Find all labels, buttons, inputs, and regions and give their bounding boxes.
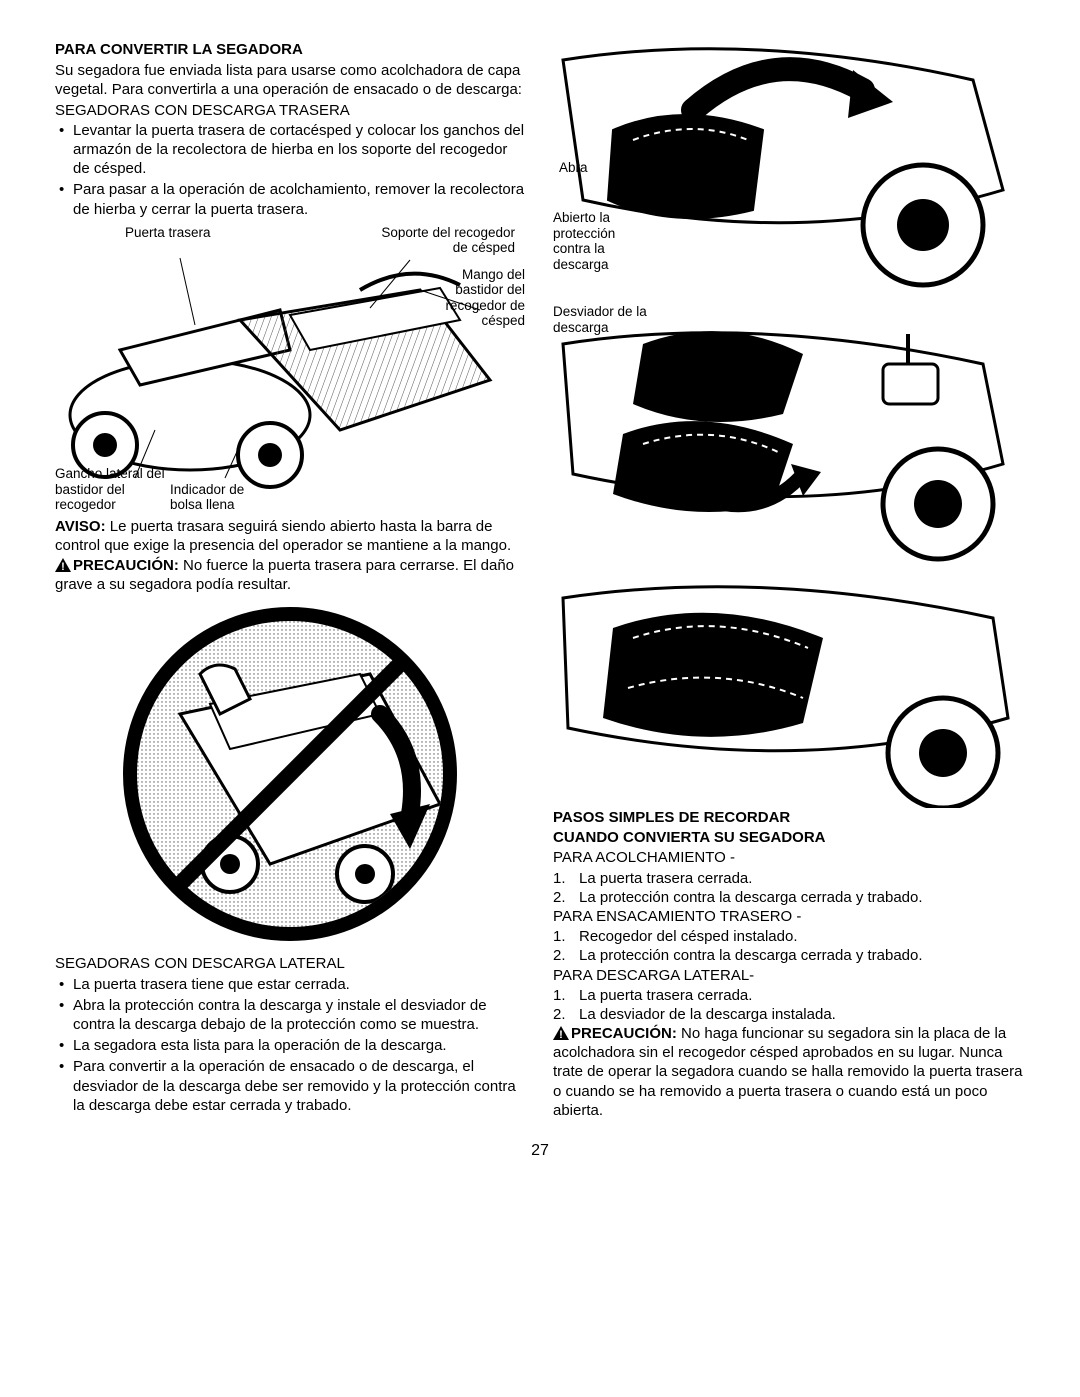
page: PARA CONVERTIR LA SEGADORA Su segadora f… [55,40,1025,1121]
list-item: Para convertir a la operación de ensacad… [55,1057,525,1115]
list-item: Levantar la puerta trasera de cortacéspe… [55,121,525,179]
subhead-side-discharge: SEGADORAS CON DESCARGA LATERAL [55,954,525,973]
list-item: La segadora esta lista para la operación… [55,1036,525,1055]
aviso-label: AVISO: [55,518,106,535]
figure-install-deflector: Desviador de la descarga [553,304,1025,564]
list-item: La desviador de la descarga instalada. [553,1005,1025,1024]
list-item: La puerta trasera cerrada. [553,869,1025,888]
mulching-list: La puerta trasera cerrada. La protección… [553,869,1025,907]
heading-convert: PARA CONVERTIR LA SEGADORA [55,40,525,59]
figure-grass-catcher: Puerta trasera Soporte del recogedor de … [55,225,525,505]
figure-prohibit [55,604,525,944]
right-column: Abra Abierto la protección contra la des… [553,40,1025,1121]
fig-label-desviador: Desviador de la descarga [553,304,663,335]
fig-label-indicador: Indicador de bolsa llena [170,482,250,513]
subhead-rear-discharge: SEGADORAS CON DESCARGA TRASERA [55,101,525,120]
list-item: Para pasar a la operación de acolchamien… [55,180,525,218]
list-item: La puerta trasera cerrada. [553,986,1025,1005]
figure-open-guard: Abra Abierto la protección contra la des… [553,40,1025,300]
prohibit-icon [120,604,460,944]
mode-mulching: PARA ACOLCHAMIENTO - [553,848,1025,867]
diagram-icon [553,568,1013,808]
fig-label-soporte: Soporte del recogedor de césped [365,225,515,256]
mode-rear-bag: PARA ENSACAMIENTO TRASERO - [553,907,1025,926]
left-column: PARA CONVERTIR LA SEGADORA Su segadora f… [55,40,525,1121]
aviso-text: Le puerta trasara seguirá siendo abierto… [55,518,511,554]
svg-text:!: ! [61,561,65,572]
list-item: La protección contra la descarga cerrada… [553,888,1025,907]
precaucion-paragraph: !PRECAUCIÓN: No haga funcionar su segado… [553,1024,1025,1120]
side-discharge-list: La puerta trasera cerrada. La desviador … [553,986,1025,1024]
diagram-icon [553,304,1013,564]
heading-steps-b: CUANDO CONVIERTA SU SEGADORA [553,828,1025,847]
svg-text:!: ! [559,1029,563,1040]
fig-label-abra: Abra [559,160,588,176]
side-discharge-list: La puerta trasera tiene que estar cerrad… [55,975,525,1115]
fig-label-mango: Mango del bastidor del recogedor de césp… [415,267,525,329]
intro: Su segadora fue enviada lista para usars… [55,61,525,99]
rear-discharge-list: Levantar la puerta trasera de cortacéspe… [55,121,525,219]
list-item: La protección contra la descarga cerrada… [553,946,1025,965]
list-item: Recogedor del césped instalado. [553,927,1025,946]
rear-bag-list: Recogedor del césped instalado. La prote… [553,927,1025,965]
fig-label-abierto: Abierto la protección contra la descarga [553,210,643,272]
aviso-paragraph: AVISO: Le puerta trasara seguirá siendo … [55,517,525,555]
mode-side-discharge: PARA DESCARGA LATERAL- [553,966,1025,985]
warning-icon: ! [55,558,71,572]
precaucion-label: PRECAUCIÓN: [73,557,179,574]
precaucion-label: PRECAUCIÓN: [571,1025,677,1042]
fig-label-puerta: Puerta trasera [125,225,211,241]
fig-label-gancho: Gancho lateral del bastidor del recogedo… [55,466,165,513]
figure-installed [553,568,1025,808]
list-item: Abra la protección contra la descarga y … [55,996,525,1034]
heading-steps-a: PASOS SIMPLES DE RECORDAR [553,808,1025,827]
warning-icon: ! [553,1026,569,1040]
list-item: La puerta trasera tiene que estar cerrad… [55,975,525,994]
precaucion-paragraph: !PRECAUCIÓN: No fuerce la puerta trasera… [55,556,525,594]
page-number: 27 [55,1141,1025,1161]
